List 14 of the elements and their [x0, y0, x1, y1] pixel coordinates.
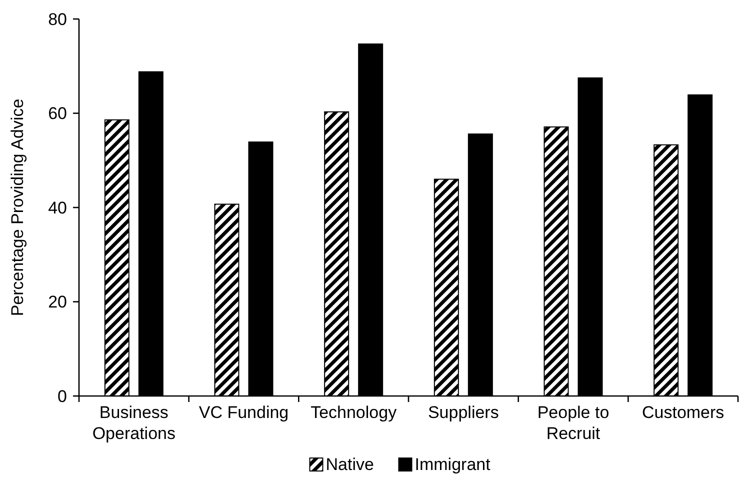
y-axis-title: Percentage Providing Advice	[8, 98, 27, 316]
y-tick-label: 0	[58, 386, 67, 406]
legend-label: Immigrant	[414, 455, 491, 474]
y-tick-label: 80	[48, 10, 67, 29]
x-tick-label: Business Operations	[92, 403, 176, 443]
x-tick-label: Suppliers	[428, 403, 499, 422]
x-tick-label: Technology	[310, 403, 398, 422]
y-tick-label: 40	[48, 198, 67, 218]
legend-label: Native	[326, 455, 374, 474]
y-tick-label: 60	[48, 104, 67, 124]
x-tick-label: VC Funding	[198, 403, 289, 422]
x-tick-label: Customers	[642, 403, 724, 422]
y-tick-label: 20	[48, 292, 67, 312]
x-tick-label: People to Recruit	[537, 403, 610, 443]
